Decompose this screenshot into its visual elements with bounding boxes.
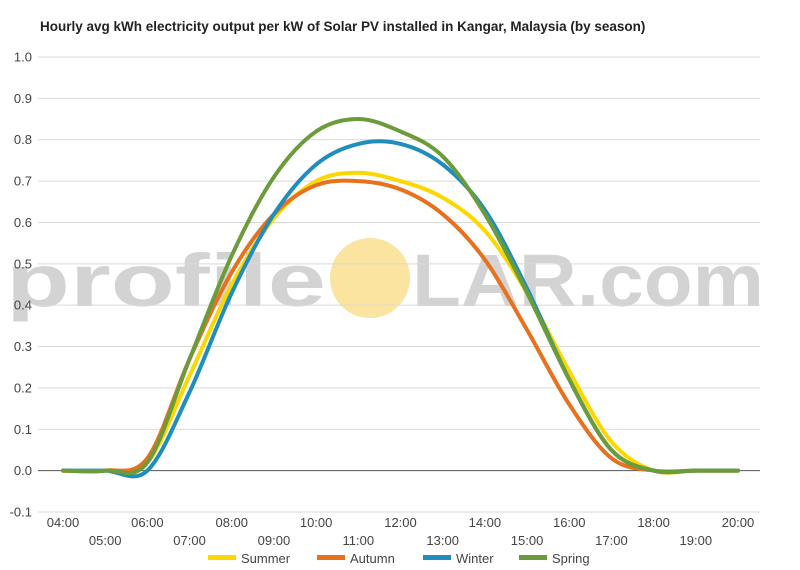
y-tick-label: -0.1: [10, 505, 32, 520]
legend-swatch-summer: [208, 555, 236, 560]
legend-label-spring: Spring: [552, 551, 590, 566]
x-tick-label: 12:00: [384, 515, 417, 530]
y-tick-label: 0.1: [14, 422, 32, 437]
watermark-sun: [330, 238, 410, 318]
series-lines: [61, 117, 740, 479]
watermark-text-prefix: profile: [6, 239, 326, 322]
x-tick-label: 16:00: [553, 515, 586, 530]
y-tick-label: 0.2: [14, 380, 32, 395]
x-axis: 04:00 05:00 06:00 07:00 08:00 09:00 10:00 11:00…: [47, 515, 755, 548]
x-tick-label: 18:00: [637, 515, 670, 530]
legend: Summer Autumn Winter Spring: [208, 551, 590, 566]
series-line-spring: [61, 117, 740, 475]
watermark: profile LAR.com: [6, 238, 764, 322]
x-tick-label: 08:00: [215, 515, 248, 530]
y-tick-label: 1.0: [14, 50, 32, 65]
chart-title: Hourly avg kWh electricity output per kW…: [40, 19, 646, 34]
y-tick-label: 0.7: [14, 174, 32, 189]
x-tick-label: 11:00: [343, 533, 375, 548]
x-tick-label: 14:00: [469, 515, 502, 530]
legend-swatch-spring: [519, 555, 547, 560]
x-tick-label: 15:00: [511, 533, 544, 548]
watermark-text-suffix: LAR.com: [412, 239, 764, 322]
x-tick-label: 20:00: [722, 515, 755, 530]
x-tick-label: 19:00: [680, 533, 713, 548]
y-tick-label: 0.0: [14, 463, 32, 478]
y-tick-label: 0.5: [14, 256, 32, 271]
x-tick-label: 07:00: [173, 533, 206, 548]
y-tick-label: 0.6: [14, 215, 32, 230]
x-tick-label: 05:00: [89, 533, 122, 548]
series-line-summer: [61, 170, 740, 475]
y-tick-label: 0.4: [14, 298, 32, 313]
y-tick-label: 0.8: [14, 132, 32, 147]
legend-swatch-autumn: [317, 555, 345, 560]
x-tick-label: 13:00: [426, 533, 459, 548]
legend-label-summer: Summer: [241, 551, 291, 566]
y-tick-label: 0.3: [14, 339, 32, 354]
x-tick-label: 10:00: [300, 515, 333, 530]
x-tick-label: 09:00: [258, 533, 291, 548]
y-tick-label: 0.9: [14, 91, 32, 106]
legend-label-autumn: Autumn: [350, 551, 395, 566]
x-tick-label: 04:00: [47, 515, 80, 530]
x-tick-label: 06:00: [131, 515, 164, 530]
legend-label-winter: Winter: [456, 551, 494, 566]
y-axis: 1.0 0.9 0.8 0.7 0.6 0.5 0.4 0.3 0.2 0.1 0.0 -0.1: [10, 50, 32, 520]
legend-swatch-winter: [423, 555, 451, 560]
x-tick-label: 17:00: [595, 533, 628, 548]
